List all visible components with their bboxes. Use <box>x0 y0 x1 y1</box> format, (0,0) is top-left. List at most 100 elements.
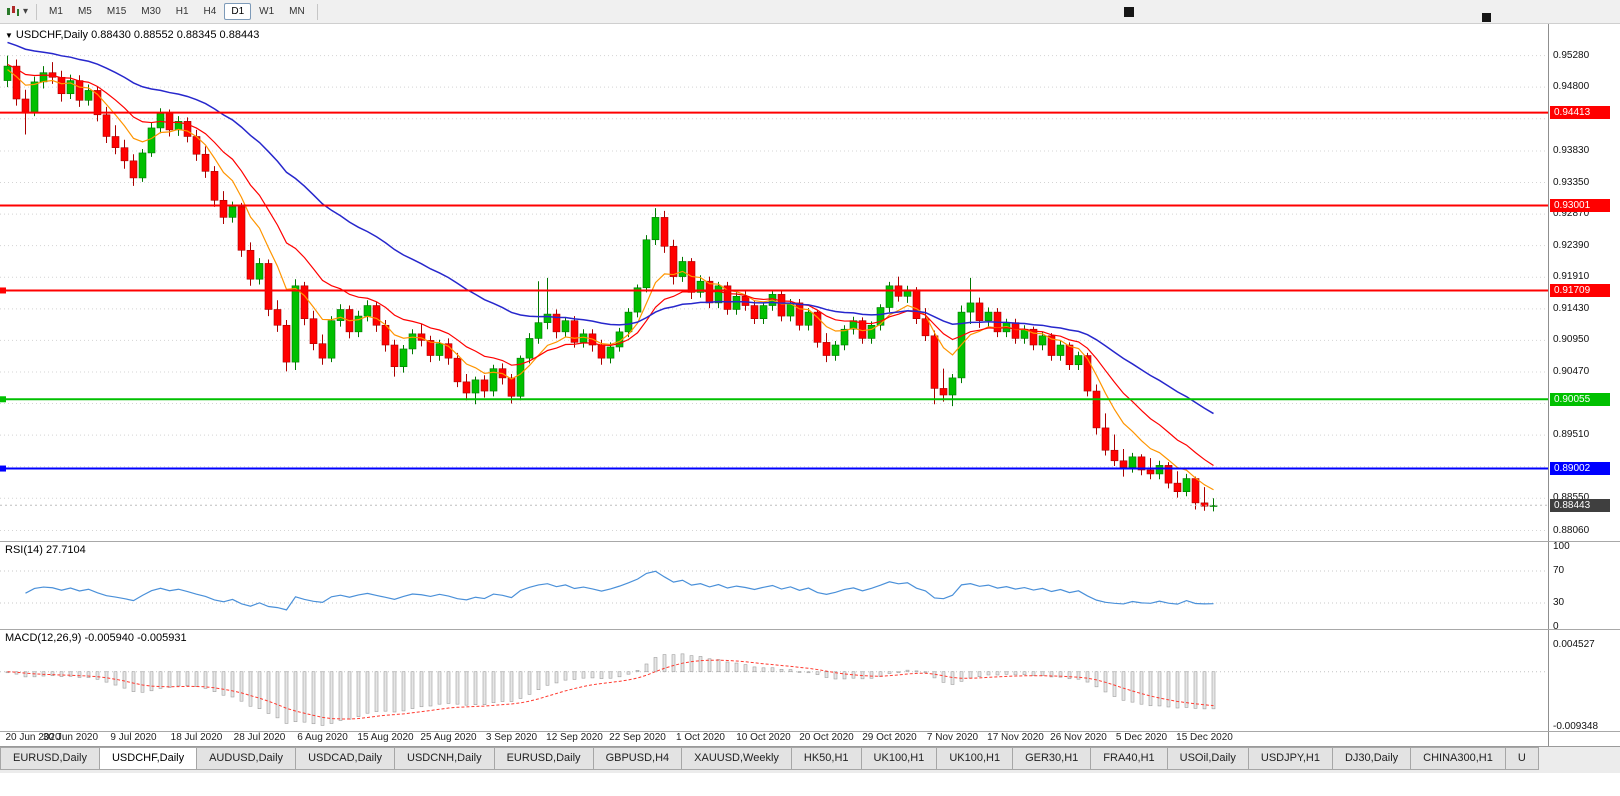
date-axis-label: 5 Dec 2020 <box>1115 732 1168 743</box>
chart-tab[interactable]: USOil,Daily <box>1166 747 1249 770</box>
date-axis-label: 20 Jun 2020 <box>5 732 61 743</box>
timeframe-button-m30[interactable]: M30 <box>141 6 161 17</box>
candles-layer <box>3 55 1218 512</box>
chart-tab[interactable]: USDCAD,Daily <box>295 747 396 770</box>
chart-tab[interactable]: EURUSD,Daily <box>493 747 594 770</box>
price-axis-label: 0.90470 <box>1553 365 1590 377</box>
macd-signal-line <box>7 659 1214 720</box>
timeframe-button-m1[interactable]: M1 <box>49 6 63 17</box>
panel-divider-rsi-macd[interactable] <box>0 629 1620 630</box>
chart-plot[interactable] <box>0 24 1548 746</box>
level-price-badge: 0.94413 <box>1550 106 1610 120</box>
level-price-badge: 0.91709 <box>1550 283 1610 297</box>
chart-tab[interactable]: DJ30,Daily <box>1331 747 1412 770</box>
macd-panel-layer <box>0 653 1548 726</box>
rsi-indicator-label: RSI(14) 27.7104 <box>5 544 86 556</box>
price-axis-label: 0.89510 <box>1553 429 1590 441</box>
timeframe-button-d1[interactable]: D1 <box>224 3 252 20</box>
date-axis-label: 15 Aug 2020 <box>357 732 414 743</box>
panel-divider-main-rsi[interactable] <box>0 541 1620 542</box>
chart-tab[interactable]: EURUSD,Daily <box>0 747 100 770</box>
price-axis-label: 0.91910 <box>1553 271 1590 283</box>
toolbar-separator <box>36 3 38 20</box>
chart-tab[interactable]: GER30,H1 <box>1012 747 1092 770</box>
chart-tab[interactable]: U <box>1504 747 1539 770</box>
date-axis-label: 22 Sep 2020 <box>609 732 666 743</box>
chart-tab[interactable]: UK100,H1 <box>860 747 938 770</box>
timeframe-button-group: M1 M5 M15 M30 H1 H4 D1 W1 MN <box>42 3 312 20</box>
chart-tab[interactable]: USDCNH,Daily <box>394 747 495 770</box>
date-axis-label: 9 Jul 2020 <box>110 732 157 743</box>
chart-type-icon[interactable] <box>6 5 20 18</box>
chart-title-text: USDCHF,Daily 0.88430 0.88552 0.88345 0.8… <box>15 29 260 41</box>
chart-tab[interactable]: XAUUSD,Weekly <box>681 747 792 770</box>
price-axis-label: 0.88060 <box>1553 524 1590 536</box>
date-axis-label: 30 Jun 2020 <box>42 732 99 743</box>
date-axis[interactable]: 20 Jun 2020 30 Jun 2020 9 Jul 2020 18 Jul 2… <box>0 732 1548 746</box>
date-axis-label: 6 Aug 2020 <box>297 732 348 743</box>
price-axis-label: 0.91430 <box>1553 302 1590 314</box>
level-price-badge: 0.89002 <box>1550 462 1610 476</box>
toolbar-separator <box>316 3 318 20</box>
timeframe-button-m5[interactable]: M5 <box>77 6 92 17</box>
rsi-line <box>25 570 1214 611</box>
price-axis-label: 0.94800 <box>1553 81 1590 93</box>
date-axis-label: 12 Sep 2020 <box>546 732 603 743</box>
price-axis-label: 0.95280 <box>1553 49 1590 61</box>
chart-tab[interactable]: USDCHF,Daily <box>98 747 198 770</box>
rsi-axis-label: 30 <box>1553 597 1565 608</box>
rsi-panel-layer <box>0 570 1548 611</box>
timeframes-toolbar: ▾ M1 M5 M15 M30 H1 H4 D1 W1 MN <box>0 0 1620 24</box>
current-price-badge: 0.88443 <box>1550 498 1610 512</box>
date-axis-label: 18 Jul 2020 <box>170 732 223 743</box>
rsi-axis-label: 100 <box>1553 541 1570 552</box>
dock-marker <box>1482 13 1491 22</box>
chart-tab[interactable]: FRA40,H1 <box>1090 747 1168 770</box>
price-axis[interactable]: 0.95280 0.94800 0.93830 0.93350 0.92870 0.923… <box>1549 24 1620 746</box>
horizontal-levels-layer <box>0 111 1548 472</box>
price-axis-label: 0.88550 <box>1553 492 1590 504</box>
price-axis-label: 0.93830 <box>1553 144 1590 156</box>
rsi-axis-label: 70 <box>1553 565 1565 576</box>
date-axis-label: 28 Jul 2020 <box>233 732 286 743</box>
chart-tab[interactable]: GBPUSD,H4 <box>592 747 683 770</box>
dock-marker <box>1124 7 1134 17</box>
ma-slow-blue-line <box>7 41 1214 415</box>
chart-tab[interactable]: USDJPY,H1 <box>1247 747 1333 770</box>
candlestick-glyph <box>7 6 19 16</box>
date-axis-label: 17 Nov 2020 <box>987 732 1044 743</box>
chart-tab[interactable]: UK100,H1 <box>936 747 1014 770</box>
date-axis-label: 26 Nov 2020 <box>1050 732 1107 743</box>
timeframe-button-m15[interactable]: M15 <box>106 6 127 17</box>
timeframe-button-mn[interactable]: MN <box>289 6 305 17</box>
panel-divider-macd-dates <box>0 731 1620 732</box>
chart-tab[interactable]: AUDUSD,Daily <box>196 747 297 770</box>
price-axis-label: 0.92390 <box>1553 239 1590 251</box>
level-price-badge: 0.93001 <box>1550 198 1610 212</box>
macd-indicator-label: MACD(12,26,9) -0.005940 -0.005931 <box>5 632 187 644</box>
date-axis-label: 20 Oct 2020 <box>799 732 854 743</box>
date-axis-label: 25 Aug 2020 <box>420 732 477 743</box>
chart-tab[interactable]: CHINA300,H1 <box>1410 747 1506 770</box>
timeframe-button-h1[interactable]: H1 <box>175 6 189 17</box>
date-axis-label: 3 Sep 2020 <box>485 732 538 743</box>
price-axis-border <box>1548 24 1549 746</box>
rsi-axis-label: 0 <box>1553 621 1559 632</box>
price-axis-label: 0.92870 <box>1553 208 1590 220</box>
price-axis-label: 0.90950 <box>1553 334 1590 346</box>
date-axis-label: 10 Oct 2020 <box>736 732 791 743</box>
price-axis-label: 0.93350 <box>1553 176 1590 188</box>
ma-mid-red-line <box>7 63 1214 467</box>
chart-title: ▼ USDCHF,Daily 0.88430 0.88552 0.88345 0.… <box>5 29 259 41</box>
moving-averages-layer <box>7 41 1214 491</box>
chart-type-dropdown-icon[interactable]: ▾ <box>23 6 29 17</box>
timeframe-button-w1[interactable]: W1 <box>259 6 275 17</box>
macd-axis-label: -0.009348 <box>1553 721 1599 732</box>
level-price-badge: 0.90055 <box>1550 392 1610 406</box>
date-axis-label: 15 Dec 2020 <box>1176 732 1233 743</box>
chart-tab[interactable]: HK50,H1 <box>790 747 862 770</box>
one-click-trading-toggle-icon[interactable]: ▼ <box>5 31 13 40</box>
date-axis-label: 1 Oct 2020 <box>676 732 725 743</box>
timeframe-button-h4[interactable]: H4 <box>203 6 217 17</box>
